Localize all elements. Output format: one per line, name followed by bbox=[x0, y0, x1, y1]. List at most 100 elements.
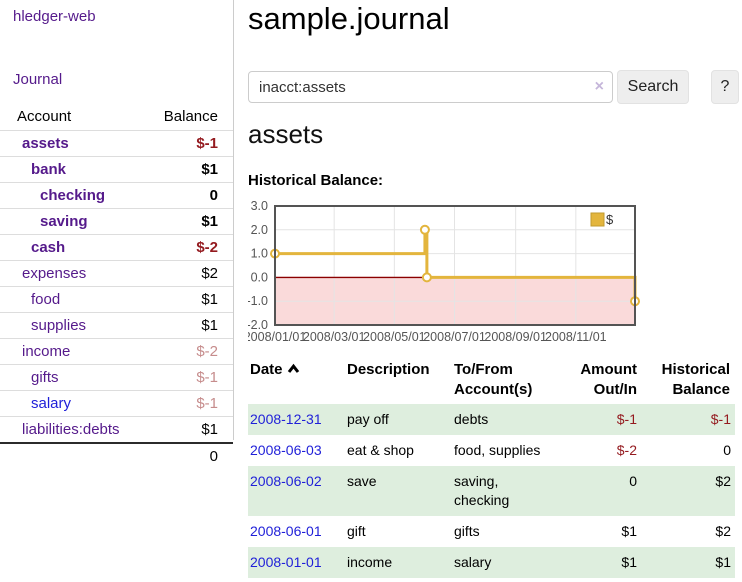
account-link[interactable]: expenses bbox=[22, 265, 87, 282]
account-link[interactable]: bank bbox=[31, 161, 67, 178]
account-balance: $-2 bbox=[147, 338, 233, 365]
transaction-date-link[interactable]: 2008-12-31 bbox=[250, 411, 322, 427]
chart-data-marker bbox=[421, 272, 432, 283]
account-row: assets $-1 bbox=[0, 130, 233, 157]
account-table-body: assets $-1 bank $1 checking 0 saving $1 cash $-2 e… bbox=[0, 130, 233, 443]
account-row: expenses $2 bbox=[0, 260, 233, 287]
account-name-cell: gifts bbox=[0, 364, 148, 391]
y-axis-tick-label: 3.0 bbox=[251, 200, 268, 213]
transaction-description: pay off bbox=[347, 411, 389, 427]
search-bar: × Search ? bbox=[248, 70, 742, 104]
sort-asc-icon bbox=[287, 360, 300, 380]
transaction-accounts: salary bbox=[454, 554, 492, 570]
account-link[interactable]: salary bbox=[31, 395, 72, 412]
transaction-amount: $-2 bbox=[616, 442, 637, 458]
account-row: checking 0 bbox=[0, 182, 233, 209]
transaction-row: 2008-06-02 save saving, checking 0 $2 bbox=[248, 466, 735, 516]
x-axis-tick-label: 2008/01/01 bbox=[248, 330, 306, 344]
account-row: salary $-1 bbox=[0, 390, 233, 417]
account-name-cell: checking bbox=[0, 182, 148, 209]
y-axis-tick-label: 1.0 bbox=[251, 247, 268, 261]
account-balance: 0 bbox=[147, 182, 233, 209]
transaction-balance: $1 bbox=[715, 554, 731, 570]
help-button[interactable]: ? bbox=[711, 70, 739, 104]
account-link[interactable]: income bbox=[22, 343, 71, 360]
account-balance: $1 bbox=[147, 416, 233, 443]
account-link[interactable]: cash bbox=[31, 239, 66, 256]
transactions-header-row: Date Description To/From Account(s) Amou… bbox=[248, 358, 735, 404]
transaction-amount: 0 bbox=[629, 473, 637, 489]
account-name-cell: supplies bbox=[0, 312, 148, 339]
transaction-row: 2008-01-01 income salary $1 $1 bbox=[248, 547, 735, 578]
account-link[interactable]: checking bbox=[40, 187, 106, 204]
account-link[interactable]: supplies bbox=[31, 317, 87, 334]
account-name-cell: bank bbox=[0, 156, 148, 183]
transaction-date-cell: 2008-06-01 bbox=[248, 516, 345, 547]
account-balance: $-1 bbox=[147, 130, 233, 157]
account-link[interactable]: assets bbox=[22, 135, 69, 152]
sidebar: hledger-web Journal Account Balance asse… bbox=[0, 0, 234, 469]
description-column-header: Description bbox=[347, 361, 430, 378]
account-name-cell: salary bbox=[0, 390, 148, 417]
transaction-balance: 0 bbox=[723, 442, 731, 458]
transactions-table-body: 2008-12-31 pay off debts $-1 $-1 2008-06-03 ea… bbox=[248, 404, 735, 578]
account-link[interactable]: gifts bbox=[31, 369, 59, 386]
account-row: liabilities:debts $1 bbox=[0, 416, 233, 443]
search-button[interactable]: Search bbox=[617, 70, 689, 104]
x-axis-tick-label: 2008/03/01 bbox=[303, 330, 366, 344]
account-total-balance: 0 bbox=[147, 442, 233, 469]
transaction-date-cell: 2008-12-31 bbox=[248, 404, 345, 435]
transaction-accounts: debts bbox=[454, 411, 489, 427]
chart-frame bbox=[274, 205, 636, 326]
account-balance: $1 bbox=[147, 208, 233, 235]
transaction-date-cell: 2008-06-02 bbox=[248, 466, 345, 516]
transaction-date-link[interactable]: 2008-01-01 bbox=[250, 554, 322, 570]
transaction-row: 2008-06-03 eat & shop food, supplies $-2 0 bbox=[248, 435, 735, 466]
transaction-amount: $-1 bbox=[616, 411, 637, 427]
account-row: supplies $1 bbox=[0, 312, 233, 339]
transaction-date-link[interactable]: 2008-06-03 bbox=[250, 442, 322, 458]
transactions-table: Date Description To/From Account(s) Amou… bbox=[248, 358, 735, 578]
brand-link[interactable]: hledger-web bbox=[13, 8, 96, 25]
account-row: gifts $-1 bbox=[0, 364, 233, 391]
search-input[interactable] bbox=[248, 71, 613, 103]
transaction-description: income bbox=[347, 554, 393, 570]
transaction-date-link[interactable]: 2008-06-01 bbox=[250, 523, 322, 539]
account-balance: $1 bbox=[147, 286, 233, 313]
account-row: food $1 bbox=[0, 286, 233, 313]
transaction-description: gift bbox=[347, 523, 366, 539]
account-link[interactable]: food bbox=[31, 291, 61, 308]
chart-label: Historical Balance: bbox=[248, 172, 384, 189]
sidebar-item-journal[interactable]: Journal bbox=[13, 71, 63, 88]
account-balance: $2 bbox=[147, 260, 233, 287]
account-name-cell: cash bbox=[0, 234, 148, 261]
transaction-date-link[interactable]: 2008-06-02 bbox=[250, 473, 322, 489]
transactions-section: Date Description To/From Account(s) Amou… bbox=[248, 358, 735, 578]
legend-swatch bbox=[590, 212, 605, 227]
transaction-amount: $1 bbox=[621, 554, 637, 570]
account-row: bank $1 bbox=[0, 156, 233, 183]
account-balance: $-1 bbox=[147, 390, 233, 417]
transaction-date-cell: 2008-06-03 bbox=[248, 435, 345, 466]
account-tree: Account Balance assets $-1 bank $1 checking 0… bbox=[0, 103, 233, 469]
account-column-header: Account bbox=[17, 108, 72, 125]
x-axis-tick-label: 2008/07/01 bbox=[423, 330, 486, 344]
account-row: saving $1 bbox=[0, 208, 233, 235]
account-link[interactable]: saving bbox=[40, 213, 88, 230]
account-table: Account Balance assets $-1 bank $1 checking 0… bbox=[0, 103, 233, 469]
transaction-row: 2008-12-31 pay off debts $-1 $-1 bbox=[248, 404, 735, 435]
account-balance: $1 bbox=[147, 312, 233, 339]
account-name-cell: income bbox=[0, 338, 148, 365]
account-total-row: 0 bbox=[0, 442, 233, 469]
account-link[interactable]: liabilities:debts bbox=[22, 421, 120, 438]
date-column-header[interactable]: Date bbox=[248, 358, 345, 404]
account-balance: $1 bbox=[147, 156, 233, 183]
clear-search-icon[interactable]: × bbox=[594, 78, 604, 95]
amount-column-header: Amount Out/In bbox=[580, 361, 637, 398]
chart-data-marker bbox=[419, 224, 430, 235]
account-balance: $-1 bbox=[147, 364, 233, 391]
accounts-column-header: To/From Account(s) bbox=[454, 361, 533, 398]
account-row: cash $-2 bbox=[0, 234, 233, 261]
transaction-accounts: food, supplies bbox=[454, 442, 541, 458]
balance-column-header: Balance bbox=[163, 108, 218, 125]
